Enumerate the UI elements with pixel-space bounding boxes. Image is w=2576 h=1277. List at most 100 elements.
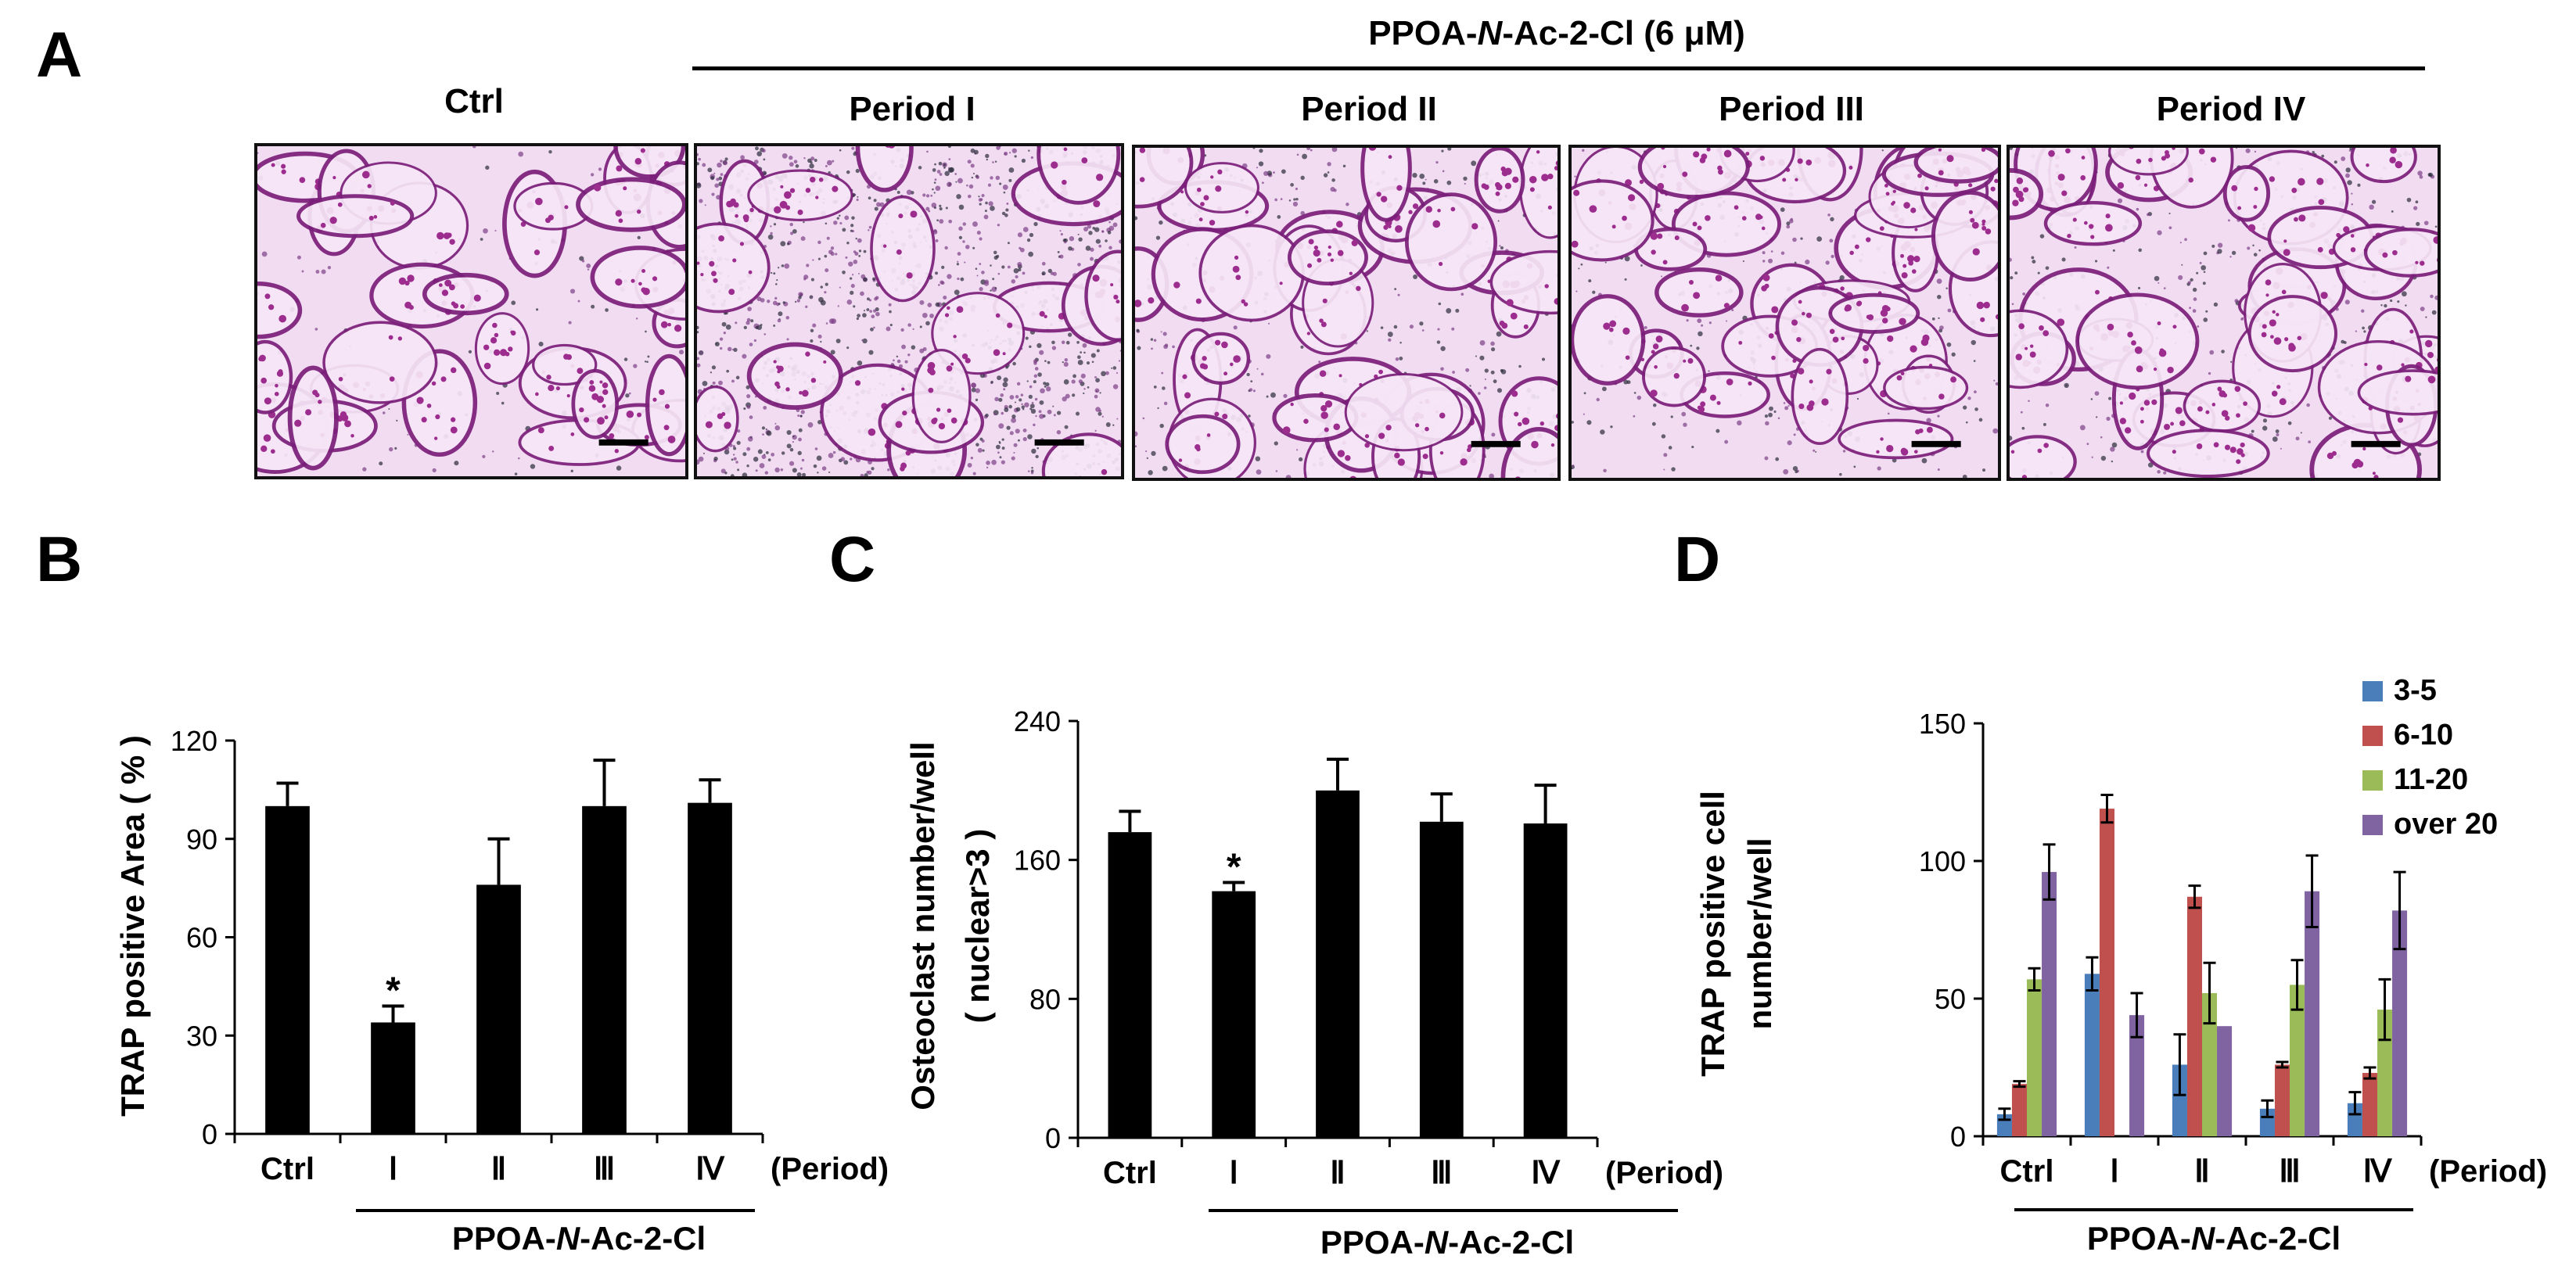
debris-particle	[810, 328, 814, 332]
debris-particle	[938, 161, 943, 166]
debris-particle	[707, 167, 713, 173]
debris-particle	[2229, 256, 2232, 258]
debris-particle	[1033, 374, 1038, 378]
nucleus	[1425, 206, 1432, 213]
nucleus	[1308, 239, 1314, 245]
nucleus	[2261, 332, 2267, 338]
debris-particle	[2434, 225, 2438, 228]
nucleus	[1902, 264, 1907, 268]
debris-particle	[1022, 227, 1029, 232]
nucleus	[1589, 205, 1597, 213]
debris-particle	[2208, 371, 2211, 375]
debris-particle	[1252, 148, 1256, 149]
x-tick-label: Ⅲ	[1431, 1156, 1453, 1190]
nucleus	[946, 365, 953, 372]
nucleus	[367, 184, 372, 188]
debris-particle	[850, 229, 853, 232]
nucleus	[483, 344, 490, 350]
y-tick-label: 90	[186, 823, 217, 856]
nucleus	[548, 445, 555, 451]
osteoclast-cell	[2247, 295, 2338, 373]
debris-particle	[1116, 371, 1119, 375]
debris-particle	[1033, 221, 1038, 227]
debris-particle	[956, 263, 959, 266]
debris-particle	[981, 271, 985, 274]
debris-particle	[770, 225, 772, 228]
debris-particle	[1031, 448, 1037, 454]
nucleus	[777, 370, 781, 374]
debris-particle	[1112, 366, 1117, 370]
nucleus	[743, 217, 749, 223]
debris-particle	[1076, 341, 1080, 344]
debris-particle	[1780, 207, 1785, 212]
nucleus	[1394, 452, 1400, 459]
osteoclast-cell	[1931, 190, 1998, 282]
debris-particle	[1085, 246, 1091, 251]
nucleus	[341, 414, 349, 421]
debris-particle	[853, 305, 856, 308]
nucleus	[2095, 289, 2100, 295]
nucleus	[1319, 318, 1324, 323]
debris-particle	[1451, 327, 1455, 331]
nucleus	[1438, 261, 1443, 267]
debris-particle	[2306, 403, 2310, 407]
debris-particle	[637, 235, 641, 240]
debris-particle	[1813, 449, 1816, 452]
debris-particle	[1636, 395, 1642, 400]
debris-particle	[697, 363, 701, 368]
debris-particle	[977, 447, 983, 453]
x-tick-label: Ⅱ	[1330, 1156, 1345, 1190]
nucleus	[739, 242, 744, 246]
nucleus	[2165, 149, 2169, 155]
nucleus	[2167, 366, 2174, 374]
debris-particle	[1892, 457, 1897, 463]
debris-particle	[926, 150, 929, 153]
debris-particle	[2147, 213, 2150, 217]
debris-particle	[1331, 178, 1335, 182]
nucleus	[1198, 217, 1203, 222]
debris-particle	[1013, 443, 1018, 447]
nucleus	[1522, 417, 1530, 425]
debris-particle	[2157, 282, 2160, 284]
nucleus	[1650, 389, 1658, 397]
bar	[371, 1022, 415, 1134]
debris-particle	[1105, 371, 1109, 375]
debris-particle	[774, 425, 781, 431]
nucleus	[1139, 148, 1146, 153]
nucleus	[2284, 337, 2289, 342]
nucleus	[615, 278, 623, 286]
debris-particle	[957, 277, 960, 281]
panel-letter-c: C	[829, 524, 876, 595]
nucleus	[1639, 179, 1644, 185]
debris-particle	[1945, 287, 1948, 289]
debris-particle	[798, 296, 802, 300]
bar	[1523, 823, 1568, 1138]
y-tick-label: 100	[1919, 845, 1966, 877]
nucleus	[928, 387, 934, 393]
nucleus	[449, 239, 455, 245]
debris-particle	[936, 170, 941, 174]
nucleus	[1319, 370, 1327, 377]
debris-particle	[1724, 439, 1729, 444]
debris-particle	[1330, 186, 1335, 192]
debris-particle	[743, 325, 747, 329]
debris-particle	[979, 437, 983, 441]
nucleus	[609, 432, 615, 439]
debris-particle	[2380, 304, 2383, 307]
debris-particle	[1295, 187, 1299, 191]
nucleus	[1313, 249, 1320, 257]
osteoclast-cell	[1883, 365, 1969, 411]
debris-particle	[789, 447, 794, 452]
debris-particle	[723, 331, 727, 335]
debris-particle	[1098, 411, 1102, 416]
debris-particle	[1009, 395, 1015, 400]
debris-particle	[1031, 401, 1034, 404]
debris-particle	[1008, 404, 1012, 409]
debris-particle	[976, 231, 981, 235]
debris-particle	[1288, 199, 1292, 202]
nucleus	[735, 213, 738, 218]
debris-particle	[1764, 414, 1769, 418]
nucleus	[1715, 274, 1723, 282]
micrograph-period-4	[2007, 145, 2441, 481]
